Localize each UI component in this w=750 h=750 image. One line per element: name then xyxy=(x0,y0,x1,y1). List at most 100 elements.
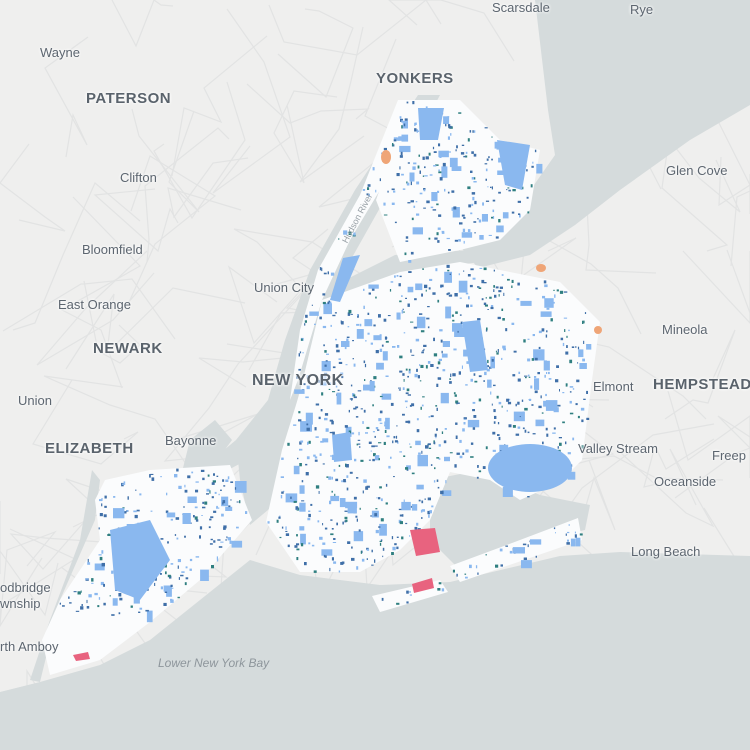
parcel[interactable] xyxy=(346,336,350,338)
parcel[interactable] xyxy=(501,308,504,311)
parcel[interactable] xyxy=(367,184,371,187)
parcel[interactable] xyxy=(577,415,580,419)
parcel[interactable] xyxy=(406,182,410,186)
parcel[interactable] xyxy=(423,348,425,351)
parcel[interactable] xyxy=(511,285,513,289)
parcel[interactable] xyxy=(381,152,383,155)
parcel[interactable] xyxy=(379,542,382,546)
parcel[interactable] xyxy=(435,405,438,407)
parcel[interactable] xyxy=(320,374,327,386)
parcel[interactable] xyxy=(98,554,102,556)
parcel[interactable] xyxy=(410,200,415,203)
parcel[interactable] xyxy=(112,598,118,606)
parcel[interactable] xyxy=(414,373,418,378)
parcel[interactable] xyxy=(499,444,509,452)
parcel[interactable] xyxy=(578,349,584,358)
parcel[interactable] xyxy=(362,189,366,191)
parcel[interactable] xyxy=(447,124,451,127)
parcel[interactable] xyxy=(434,237,438,240)
parcel[interactable] xyxy=(535,419,545,427)
parcel[interactable] xyxy=(321,267,323,272)
parcel[interactable] xyxy=(447,151,452,153)
parcel[interactable] xyxy=(351,432,355,435)
parcel[interactable] xyxy=(218,493,220,496)
parcel[interactable] xyxy=(396,536,399,538)
parcel[interactable] xyxy=(512,374,516,377)
parcel[interactable] xyxy=(492,449,496,452)
parcel[interactable] xyxy=(184,489,188,493)
parcel[interactable] xyxy=(415,201,418,203)
parcel[interactable] xyxy=(527,358,531,362)
parcel[interactable] xyxy=(166,492,168,496)
parcel[interactable] xyxy=(194,516,198,520)
parcel[interactable] xyxy=(420,406,422,410)
parcel[interactable] xyxy=(498,191,501,194)
parcel[interactable] xyxy=(517,401,520,405)
parcel[interactable] xyxy=(565,441,567,445)
parcel[interactable] xyxy=(334,493,336,497)
parcel[interactable] xyxy=(469,284,473,288)
parcel[interactable] xyxy=(581,419,584,423)
parcel[interactable] xyxy=(324,350,327,353)
parcel[interactable] xyxy=(408,260,412,263)
parcel[interactable] xyxy=(320,409,323,412)
parcel[interactable] xyxy=(501,357,503,360)
parcel[interactable] xyxy=(345,364,348,366)
parcel[interactable] xyxy=(401,310,404,314)
parcel[interactable] xyxy=(154,582,156,586)
parcel[interactable] xyxy=(443,440,447,444)
parcel[interactable] xyxy=(447,269,450,272)
parcel[interactable] xyxy=(433,337,435,342)
parcel[interactable] xyxy=(379,395,383,398)
parcel[interactable] xyxy=(458,112,462,114)
parcel[interactable] xyxy=(103,514,107,518)
parcel[interactable] xyxy=(513,350,517,353)
parcel[interactable] xyxy=(410,349,412,353)
parcel[interactable] xyxy=(468,296,470,300)
parcel[interactable] xyxy=(403,123,406,127)
parcel[interactable] xyxy=(298,411,301,414)
parcel[interactable] xyxy=(401,501,411,511)
parcel[interactable] xyxy=(485,200,490,202)
parcel[interactable] xyxy=(136,509,140,512)
parcel[interactable] xyxy=(330,519,333,521)
parcel[interactable] xyxy=(331,528,334,530)
parcel[interactable] xyxy=(414,122,416,126)
parcel[interactable] xyxy=(499,548,503,552)
parcel[interactable] xyxy=(427,326,430,329)
parcel[interactable] xyxy=(350,384,353,387)
parcel[interactable] xyxy=(213,510,217,513)
parcel[interactable] xyxy=(487,379,492,388)
parcel[interactable] xyxy=(502,486,513,497)
parcel[interactable] xyxy=(306,427,310,431)
parcel[interactable] xyxy=(216,507,220,509)
parcel[interactable] xyxy=(187,475,191,479)
parcel[interactable] xyxy=(356,329,364,339)
parcel[interactable] xyxy=(337,389,340,391)
parcel[interactable] xyxy=(470,442,474,445)
parcel[interactable] xyxy=(319,536,323,540)
parcel[interactable] xyxy=(396,275,399,277)
parcel[interactable] xyxy=(372,431,375,433)
parcel[interactable] xyxy=(430,364,434,367)
parcel[interactable] xyxy=(432,146,435,150)
parcel[interactable] xyxy=(526,196,529,199)
parcel[interactable] xyxy=(360,408,363,410)
parcel[interactable] xyxy=(404,118,408,121)
parcel[interactable] xyxy=(406,101,409,104)
parcel[interactable] xyxy=(184,535,186,538)
parcel[interactable] xyxy=(481,214,488,222)
parcel[interactable] xyxy=(368,441,372,444)
parcel[interactable] xyxy=(352,340,354,342)
parcel[interactable] xyxy=(206,493,209,495)
parcel[interactable] xyxy=(416,484,424,490)
parcel[interactable] xyxy=(401,514,404,517)
parcel[interactable] xyxy=(231,540,243,548)
parcel[interactable] xyxy=(421,450,423,454)
parcel[interactable] xyxy=(524,407,528,411)
parcel[interactable] xyxy=(399,355,403,359)
parcel[interactable] xyxy=(405,368,408,371)
parcel[interactable] xyxy=(127,496,129,500)
parcel[interactable] xyxy=(295,506,299,510)
parcel[interactable] xyxy=(373,453,376,457)
